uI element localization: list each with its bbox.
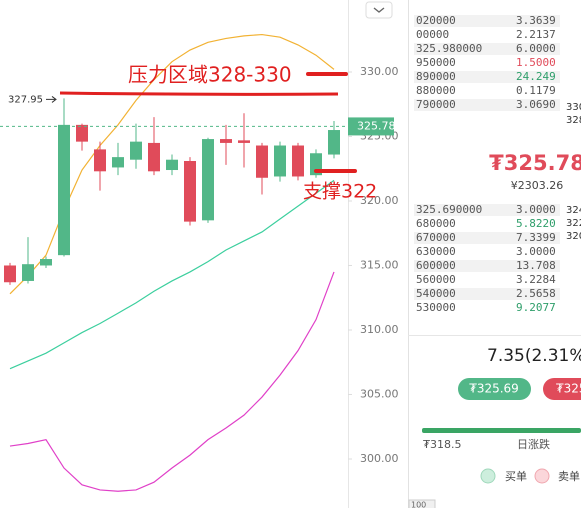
row-bg [414,204,560,216]
book-price: 020000 [416,14,456,27]
book-price: 00000 [416,28,449,41]
candle-body [148,142,160,172]
sell-legend: 卖单 [558,470,580,483]
high-label: 327.95 [8,94,43,105]
resistance-annotation: 压力区域328-330 [128,63,292,87]
book-price: 790000 [416,98,456,111]
y-tick-label: 300.00 [360,452,399,465]
y-tick-label: 310.00 [360,323,399,336]
candle-body [166,159,178,171]
corner-box [408,499,436,508]
book-price: 950000 [416,56,456,69]
row-bg [414,232,560,244]
sell-button-label[interactable]: ₮325 [556,382,581,396]
book-qty: 0.1179 [516,84,556,97]
y-tick-label: 315.00 [360,258,399,271]
book-price: 680000 [416,217,456,230]
indicator-line [9,271,335,492]
range-bar [422,428,581,433]
candle-body [220,139,232,143]
book-qty: 3.2284 [516,273,556,286]
row-bg [414,260,560,272]
low-price: ₮318.5 [423,438,462,451]
price-cny: ¥2303.26 [511,179,564,192]
book-price: 530000 [416,301,456,314]
book-qty: 5.8220 [516,217,556,230]
book-qty: 3.0000 [516,203,556,216]
change-text: 7.35(2.31% [487,346,581,366]
row-bg [414,71,560,83]
candle-body [22,264,34,281]
y-tick-label: 320.00 [360,194,399,207]
buy-button[interactable] [458,378,531,400]
row-bg [414,288,560,300]
book-qty: 3.0690 [516,98,556,111]
book-price: 540000 [416,287,456,300]
candle-body [256,145,268,178]
sell-legend-dot [534,468,550,484]
side-label: 330 [566,102,581,113]
side-label: 320 [566,231,581,242]
buy-legend: 买单 [505,470,527,483]
book-qty: 7.3399 [516,231,556,244]
book-price: 560000 [416,273,456,286]
last-price-box [348,117,394,136]
current-price: ₮325.78 [489,151,581,175]
candle-body [112,157,124,168]
candle-body [4,265,16,283]
side-label: 322 [566,218,581,229]
book-price: 890000 [416,70,456,83]
book-price: 600000 [416,259,456,272]
y-tick-label: 330.00 [360,65,399,78]
candle-body [40,259,52,266]
book-price: 630000 [416,245,456,258]
book-qty: 2.5658 [516,287,556,300]
book-qty: 1.5000 [516,56,556,69]
side-label: 328 [566,115,581,126]
book-qty: 9.2077 [516,301,556,314]
book-price: 670000 [416,231,456,244]
book-qty: 24.249 [516,70,556,83]
book-qty: 3.0000 [516,245,556,258]
candle-body [328,130,340,155]
range-label: 日涨跌 [517,437,550,451]
candle-body [202,139,214,221]
indicator-line [9,179,335,370]
high-arrow [46,96,57,103]
candle-body [130,141,142,160]
candle-body [274,145,286,177]
buy-button-label[interactable]: ₮325.69 [469,382,519,396]
book-price: 325.980000 [416,42,482,55]
support-annotation: 支撑322 [303,181,377,203]
book-qty: 3.3639 [516,14,556,27]
candle-body [184,160,196,222]
candle-body [58,124,70,256]
sell-button[interactable] [543,378,581,400]
resistance-mark [59,91,339,96]
buy-legend-dot [480,468,496,484]
side-label: 324 [566,205,581,216]
y-tick-label: 305.00 [360,387,399,400]
candle-body [238,140,250,143]
last-price-label: 325.78 [357,119,396,132]
candle-body [94,149,106,172]
plot: 300.00305.00310.00315.00320.00325.00330.… [0,33,399,492]
row-bg [414,15,560,27]
book-price: 880000 [416,84,456,97]
collapse-button[interactable] [365,1,393,19]
row-bg [414,99,560,111]
chevron-icon [373,7,385,13]
corner-label: 100 [411,501,426,508]
book-qty: 6.0000 [516,42,556,55]
book-price: 325.690000 [416,203,482,216]
row-bg [414,43,560,55]
book-qty: 2.2137 [516,28,556,41]
book-qty: 13.708 [516,259,556,272]
order-panel [408,0,581,508]
candle-body [292,145,304,177]
candle-body [76,124,88,142]
